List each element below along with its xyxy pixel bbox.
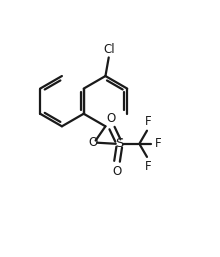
Text: S: S	[116, 137, 124, 150]
Text: O: O	[89, 136, 98, 149]
Text: F: F	[145, 115, 151, 128]
Text: O: O	[106, 112, 116, 125]
Text: F: F	[145, 160, 151, 173]
Text: O: O	[113, 164, 122, 178]
Text: F: F	[155, 137, 161, 150]
Text: Cl: Cl	[103, 43, 115, 56]
